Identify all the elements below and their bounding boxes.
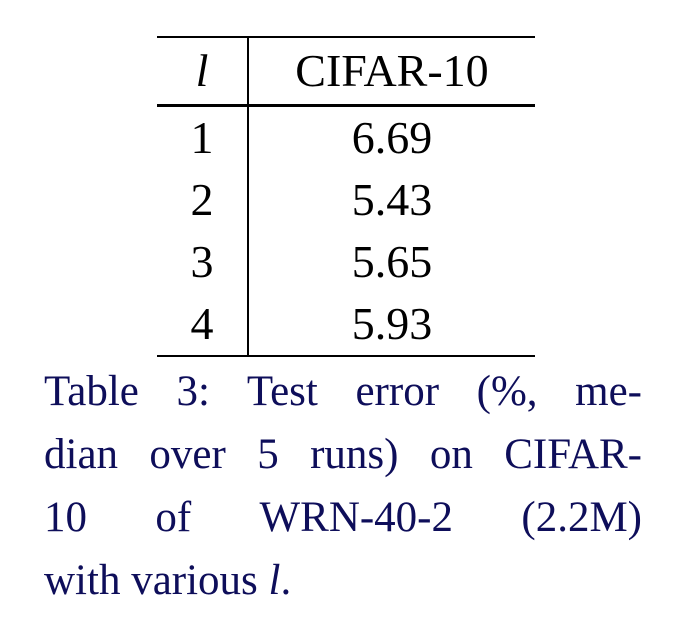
caption-line-1: Table 3: Test error (%, me- [44,360,642,423]
cell-l: 1 [157,105,249,169]
caption-word: (2.2M) [521,494,642,541]
table-row: 2 5.43 [157,169,535,231]
results-table: l CIFAR-10 1 6.69 2 5.43 3 5.65 4 5.93 [157,36,535,357]
table-header-row: l CIFAR-10 [157,37,535,106]
cell-l: 4 [157,293,249,356]
cell-value: 6.69 [351,112,433,163]
caption-word: 10 [44,494,87,541]
cell-value: 5.93 [351,298,433,349]
caption-text-4: with various [44,557,269,604]
caption-period: . [280,557,292,604]
cell-l: 3 [157,231,249,293]
header-cifar10: CIFAR-10 [295,45,489,96]
cell-value: 5.43 [351,174,433,225]
table-caption: Table 3: Test error (%, me- dian over 5 … [44,360,642,612]
caption-variable-l: l [268,557,281,604]
caption-text-1: Test error (%, me- [246,368,642,415]
results-table-container: l CIFAR-10 1 6.69 2 5.43 3 5.65 4 5.93 [157,36,535,357]
caption-line-2: dian over 5 runs) on CIFAR- [44,431,642,478]
table-row: 3 5.65 [157,231,535,293]
caption-word: WRN-40-2 [259,494,454,541]
caption-line-4: with various l. [44,549,642,612]
caption-label: Table 3: [44,368,210,415]
caption-line-3: 10 of WRN-40-2 (2.2M) [44,486,642,549]
caption-word: of [155,494,192,541]
table-row: 4 5.93 [157,293,535,356]
cell-l: 2 [157,169,249,231]
cell-value: 5.65 [351,236,433,287]
header-l: l [157,37,249,106]
table-row: 1 6.69 [157,105,535,169]
